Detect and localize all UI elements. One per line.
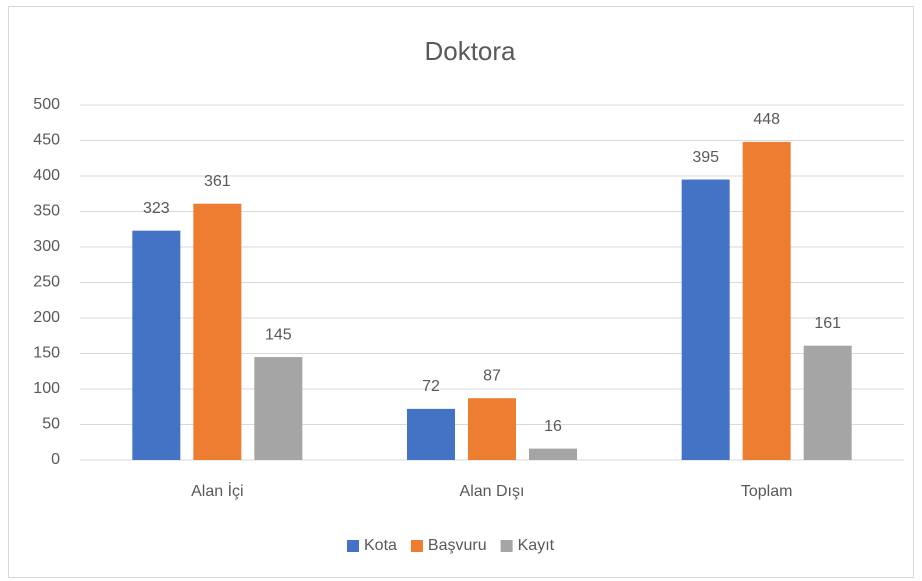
x-tick-label: Alan Dışı xyxy=(460,483,525,500)
bar xyxy=(254,357,303,460)
bar xyxy=(529,448,577,460)
bar xyxy=(681,179,730,461)
y-tick-label: 0 xyxy=(51,451,60,468)
data-label: 161 xyxy=(814,315,841,332)
y-tick-label: 100 xyxy=(33,380,60,397)
legend-label: Kota xyxy=(364,537,397,554)
data-label: 361 xyxy=(204,173,231,190)
y-tick-label: 200 xyxy=(33,309,60,326)
y-tick-label: 400 xyxy=(33,167,60,184)
y-tick-label: 150 xyxy=(33,345,60,362)
y-tick-label: 50 xyxy=(42,416,60,433)
data-label: 448 xyxy=(753,111,780,128)
y-tick-label: 450 xyxy=(33,132,60,149)
x-tick-label: Toplam xyxy=(741,483,793,500)
data-label: 87 xyxy=(483,367,501,384)
data-label: 395 xyxy=(692,149,719,166)
data-label: 323 xyxy=(143,200,170,217)
bar xyxy=(193,203,242,460)
bar xyxy=(407,408,455,460)
data-label: 145 xyxy=(265,326,292,343)
legend-swatch xyxy=(410,540,423,552)
bar xyxy=(132,230,181,460)
legend-swatch xyxy=(500,540,513,552)
data-label: 72 xyxy=(422,378,440,395)
y-tick-label: 300 xyxy=(33,238,60,255)
chart-title: Doktora xyxy=(424,36,516,66)
legend-label: Kayıt xyxy=(518,537,555,554)
legend-label: Başvuru xyxy=(428,537,487,554)
legend-swatch xyxy=(347,540,359,552)
bar xyxy=(742,141,791,461)
y-tick-label: 350 xyxy=(33,203,60,220)
bar xyxy=(468,398,516,460)
x-tick-label: Alan İçi xyxy=(191,481,243,500)
data-label: 16 xyxy=(544,418,562,435)
bar xyxy=(803,345,852,460)
y-tick-label: 500 xyxy=(33,96,60,113)
y-tick-label: 250 xyxy=(33,274,60,291)
